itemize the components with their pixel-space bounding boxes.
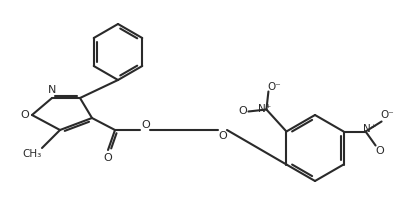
Text: O: O — [238, 106, 247, 116]
Text: N⁺: N⁺ — [258, 104, 271, 114]
Text: N: N — [48, 85, 56, 95]
Text: O: O — [375, 146, 384, 156]
Text: CH₃: CH₃ — [22, 149, 42, 159]
Text: N⁺: N⁺ — [363, 125, 376, 135]
Text: O: O — [142, 120, 150, 130]
Text: O: O — [21, 110, 29, 120]
Text: O⁻: O⁻ — [268, 82, 281, 92]
Text: O: O — [219, 131, 227, 141]
Text: O: O — [104, 153, 113, 163]
Text: O⁻: O⁻ — [381, 109, 394, 120]
